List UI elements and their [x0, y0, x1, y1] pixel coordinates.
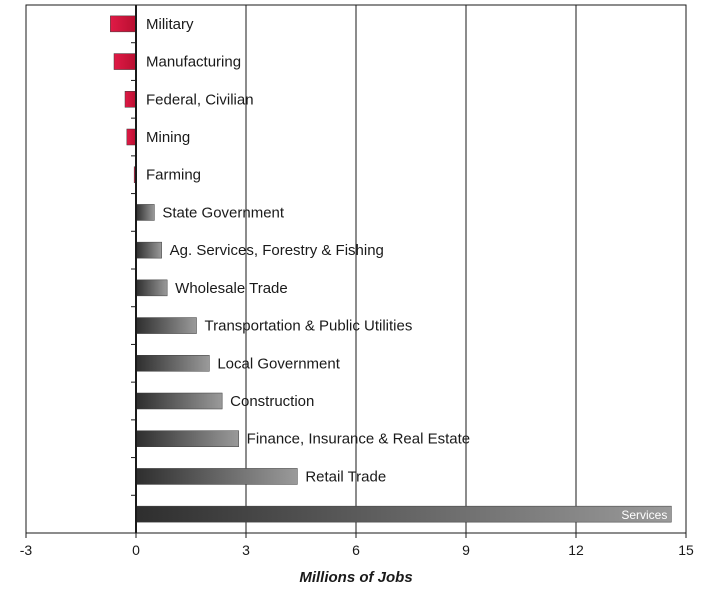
- bar-transportation-public-utilities: [135, 317, 197, 334]
- x-tick-label: 9: [462, 542, 470, 558]
- category-label: Manufacturing: [146, 54, 241, 71]
- category-label: State Government: [162, 204, 285, 221]
- bar-mining: [126, 128, 137, 146]
- bars: [110, 15, 672, 523]
- x-tick-label: 3: [242, 542, 250, 558]
- category-label: Construction: [230, 393, 314, 410]
- category-label: Services: [621, 508, 667, 522]
- category-label: Wholesale Trade: [175, 280, 288, 297]
- category-label: Federal, Civilian: [146, 91, 254, 108]
- category-label: Mining: [146, 129, 190, 146]
- bar-state-government: [135, 204, 155, 221]
- x-axis: -3 0 3 6 9 12 15: [20, 5, 694, 558]
- bar-retail-trade: [135, 468, 298, 485]
- category-label: Farming: [146, 167, 201, 184]
- category-label: Military: [146, 16, 194, 33]
- bar-ag-services-forestry-fishing: [135, 241, 162, 259]
- gridlines: [245, 5, 577, 533]
- x-tick-label: 0: [132, 542, 140, 558]
- x-tick-label: 6: [352, 542, 360, 558]
- category-label: Finance, Insurance & Real Estate: [247, 431, 470, 448]
- category-label: Ag. Services, Forestry & Fishing: [170, 242, 384, 259]
- bar-finance-insurance-real-estate: [135, 430, 239, 447]
- bar-wholesale-trade: [135, 279, 168, 297]
- x-tick-label: -3: [20, 542, 33, 558]
- x-tick-label: 12: [568, 542, 584, 558]
- bar-manufacturing: [113, 53, 137, 70]
- bar-federal-civilian: [124, 91, 137, 108]
- bar-local-government: [135, 355, 210, 372]
- bar-services: [135, 505, 672, 523]
- bar-construction: [135, 392, 223, 410]
- x-axis-label: Millions of Jobs: [299, 569, 412, 586]
- category-label: Local Government: [217, 355, 340, 372]
- category-label: Transportation & Public Utilities: [205, 318, 413, 335]
- x-tick-label: 15: [678, 542, 694, 558]
- bar-military: [110, 15, 137, 33]
- category-label: Retail Trade: [305, 468, 386, 485]
- category-labels: Military Manufacturing Federal, Civilian Mi…: [146, 16, 667, 522]
